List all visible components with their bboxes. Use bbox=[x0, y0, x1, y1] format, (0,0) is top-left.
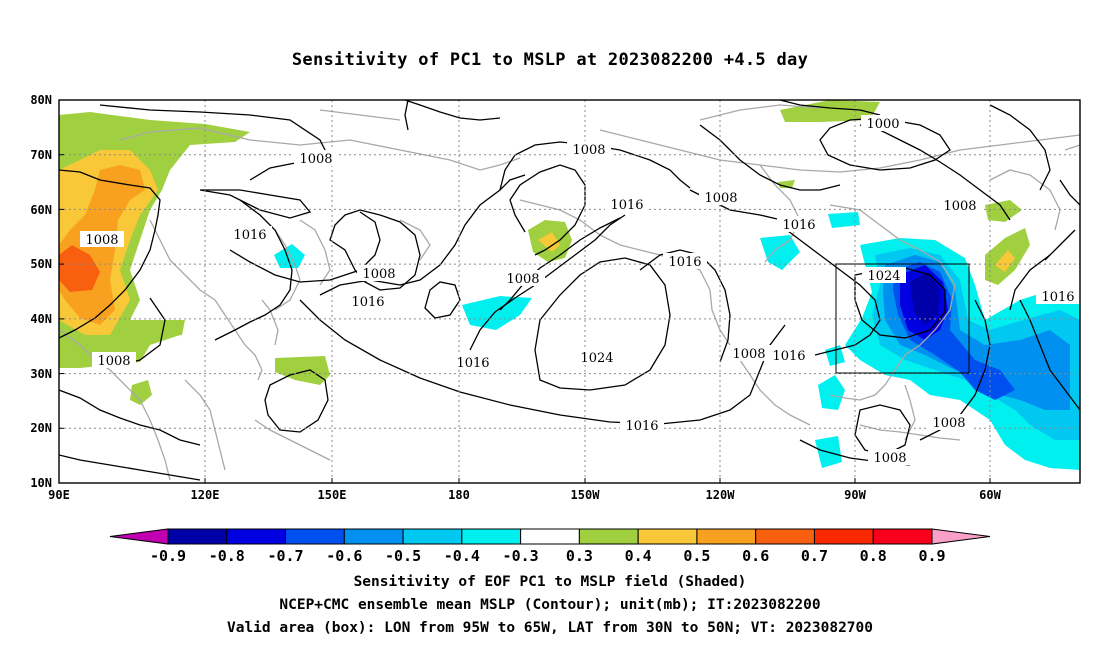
coastlines bbox=[59, 104, 1080, 481]
contour-label: 1016 bbox=[456, 356, 489, 371]
colorbar-label: -0.3 bbox=[503, 547, 539, 565]
shade-neg-canada2 bbox=[828, 212, 860, 228]
lat-tick-label: 60N bbox=[30, 203, 52, 217]
lat-tick-label: 20N bbox=[30, 421, 52, 435]
contour-label: 1016 bbox=[610, 198, 643, 213]
contour-label: 1024 bbox=[580, 351, 613, 366]
contour-label: 1016 bbox=[625, 419, 658, 434]
lon-tick-label: 60W bbox=[979, 488, 1001, 502]
map-title: Sensitivity of PC1 to MSLP at 2023082200… bbox=[291, 50, 809, 70]
shade-neg-japan bbox=[274, 244, 305, 268]
caption-contour: NCEP+CMC ensemble mean MSLP (Contour); u… bbox=[279, 597, 821, 613]
colorbar-swatch bbox=[872, 528, 933, 545]
shade-pos-small1 bbox=[130, 380, 152, 405]
colorbar-label: 0.5 bbox=[683, 547, 710, 565]
lat-tick-label: 40N bbox=[30, 312, 52, 326]
colorbar-label: 0.8 bbox=[860, 547, 887, 565]
axis-ticks bbox=[59, 99, 991, 483]
colorbar-swatch bbox=[637, 528, 698, 545]
shade-neg-us-ddb bbox=[910, 272, 940, 325]
colorbar-label: 0.9 bbox=[918, 547, 945, 565]
contour-label: 1008 bbox=[362, 267, 395, 282]
lon-tick-label: 150W bbox=[571, 488, 601, 502]
colorbar: -0.9 -0.8 -0.7 -0.6 -0.5 -0.4 -0.3 0.3 0.4 0.5 0.6… bbox=[109, 528, 991, 565]
shade-pos-bering-y bbox=[538, 232, 560, 252]
colorbar-swatch bbox=[167, 528, 228, 545]
contour-label: 1008 bbox=[299, 152, 332, 167]
colorbar-swatch bbox=[520, 528, 580, 545]
shade-pos-pacific bbox=[275, 356, 330, 385]
lat-axis-labels: 80N 70N 60N 50N 40N 30N 20N 10N bbox=[30, 93, 52, 490]
contour-label: 1008 bbox=[97, 354, 130, 369]
colorbar-swatch bbox=[755, 528, 815, 545]
contour-label: 1016 bbox=[782, 218, 815, 233]
lon-tick-label: 90W bbox=[844, 488, 866, 502]
colorbar-end-low bbox=[109, 528, 169, 545]
lon-tick-label: 120W bbox=[706, 488, 736, 502]
lat-tick-label: 80N bbox=[30, 93, 52, 107]
map-border bbox=[58, 99, 1081, 484]
shade-neg-gulf bbox=[818, 375, 845, 410]
colorbar-swatch bbox=[343, 528, 404, 545]
contour-label: 1016 bbox=[233, 228, 266, 243]
caption-shading: Sensitivity of EOF PC1 to MSLP field (Sh… bbox=[353, 574, 747, 590]
colorbar-label: 0.6 bbox=[742, 547, 769, 565]
shade-neg-canada1 bbox=[760, 235, 800, 270]
lat-tick-label: 30N bbox=[30, 367, 52, 381]
lat-tick-label: 70N bbox=[30, 148, 52, 162]
lon-tick-label: 180 bbox=[448, 488, 470, 502]
shade-pos-asia-red bbox=[59, 245, 100, 292]
colorbar-swatch bbox=[461, 528, 522, 545]
shade-pos-small2 bbox=[150, 320, 185, 338]
shade-neg-np bbox=[462, 296, 532, 330]
colorbar-swatch bbox=[285, 528, 345, 545]
contour-label: 1008 bbox=[704, 191, 737, 206]
contour-label: 1016 bbox=[772, 349, 805, 364]
colorbar-label: -0.8 bbox=[209, 547, 245, 565]
colorbar-swatch bbox=[226, 528, 287, 545]
lat-tick-label: 50N bbox=[30, 257, 52, 271]
contour-labels: 1008 1008 1008 1016 1008 1016 1016 1008 … bbox=[80, 115, 1080, 466]
colorbar-swatch bbox=[578, 528, 639, 545]
colorbar-label: -0.9 bbox=[150, 547, 186, 565]
contour-label: 1008 bbox=[506, 272, 539, 287]
colorbar-end-high bbox=[931, 528, 991, 545]
contour-label: 1008 bbox=[943, 199, 976, 214]
contour-label: 1008 bbox=[572, 143, 605, 158]
graticule bbox=[59, 100, 1080, 483]
contour-label: 1016 bbox=[668, 255, 701, 270]
lon-axis-labels: 90E 120E 150E 180 150W 120W 90W 60W bbox=[48, 488, 1001, 502]
colorbar-label: -0.4 bbox=[444, 547, 480, 565]
caption-valid-area: Valid area (box): LON from 95W to 65W, L… bbox=[226, 620, 873, 636]
colorbar-label: -0.6 bbox=[326, 547, 362, 565]
colorbar-label: -0.7 bbox=[267, 547, 303, 565]
colorbar-label: 0.3 bbox=[566, 547, 593, 565]
contour-label: 1008 bbox=[85, 233, 118, 248]
shade-neg-mid bbox=[825, 345, 845, 366]
contour-label: 1008 bbox=[873, 451, 906, 466]
lat-tick-label: 10N bbox=[30, 476, 52, 490]
shade-pos-atl-y bbox=[995, 250, 1015, 272]
colorbar-swatch bbox=[696, 528, 757, 545]
lon-tick-label: 90E bbox=[48, 488, 70, 502]
lon-tick-label: 150E bbox=[318, 488, 347, 502]
colorbar-swatch bbox=[402, 528, 463, 545]
colorbar-swatch bbox=[813, 528, 874, 545]
contour-label: 1008 bbox=[732, 347, 765, 362]
colorbar-label: 0.4 bbox=[625, 547, 652, 565]
contour-label: 1000 bbox=[866, 117, 899, 132]
contour-label: 1016 bbox=[351, 295, 384, 310]
contour-label: 1016 bbox=[1041, 290, 1074, 305]
valid-area-box bbox=[835, 263, 970, 374]
contour-label: 1024 bbox=[867, 269, 900, 284]
contour-label: 1008 bbox=[932, 416, 965, 431]
colorbar-label: -0.5 bbox=[385, 547, 421, 565]
lon-tick-label: 120E bbox=[191, 488, 220, 502]
colorbar-label: 0.7 bbox=[801, 547, 828, 565]
mslp-contours bbox=[59, 100, 1080, 481]
